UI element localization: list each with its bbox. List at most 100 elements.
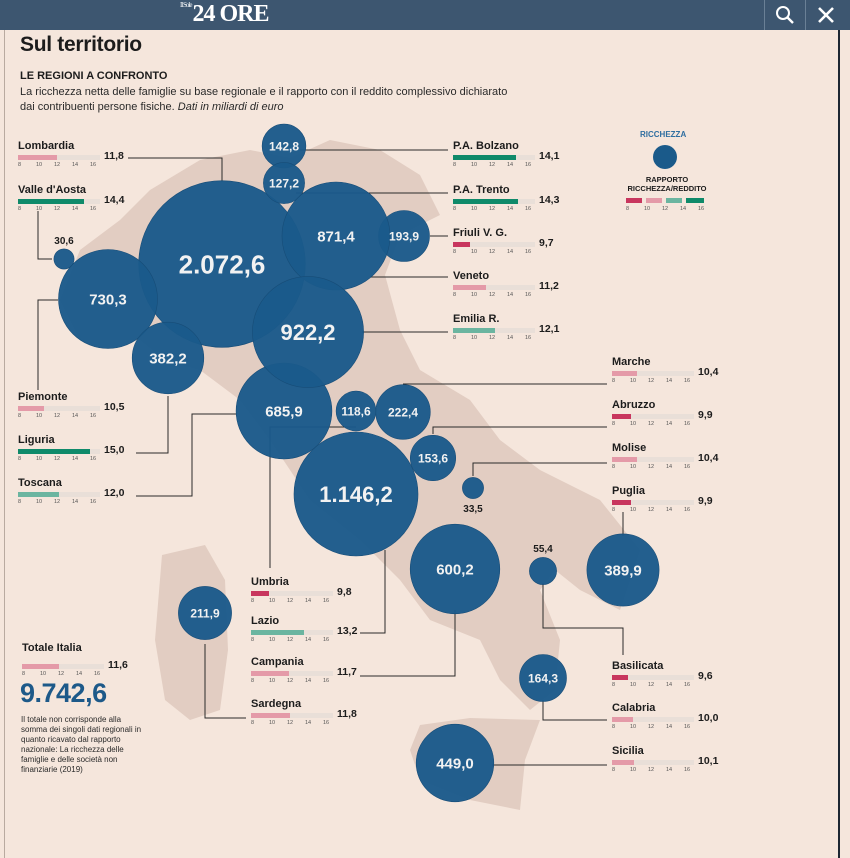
ratio-bar — [612, 500, 694, 505]
ratio-bar-fill — [612, 500, 632, 505]
leader-calabria — [542, 700, 607, 721]
ratio-value: 11,7 — [337, 666, 357, 678]
bubble-value-sardegna: 211,9 — [190, 606, 220, 620]
tick-label: 12 — [648, 767, 655, 773]
tick-label: 12 — [489, 335, 496, 341]
region-name: Umbria — [251, 576, 289, 588]
ratio-bar-fill — [251, 630, 305, 635]
legend-bubble — [653, 145, 677, 169]
tick-label: 16 — [90, 413, 97, 419]
tick-label: 8 — [612, 767, 616, 773]
tick-label: 14 — [666, 682, 673, 688]
frame-right — [838, 30, 840, 858]
bubble-value-veneto: 871,4 — [317, 228, 355, 245]
ratio-value: 12,0 — [104, 487, 125, 499]
tick-label: 16 — [94, 671, 101, 677]
frame-left — [4, 30, 5, 858]
region-name: Lombardia — [18, 140, 75, 152]
region-umbria: Umbria 8 10 12 14 16 9,8 — [251, 576, 386, 604]
ratio-value: 11,8 — [104, 150, 124, 162]
intro-italic: Dati in miliardi di euro — [177, 101, 284, 113]
legend-size-label: RICCHEZZA — [640, 130, 687, 139]
tick-label: 8 — [612, 724, 616, 730]
bubble-value-p-a-trento: 127,2 — [269, 176, 299, 190]
region-sicilia: Sicilia 8 10 12 14 16 10,1 — [612, 745, 747, 773]
ratio-bar-fill — [18, 492, 59, 497]
bubble-sicilia — [415, 723, 495, 803]
ratio-bar-fill — [453, 328, 496, 333]
region-veneto: Veneto 8 10 12 14 16 11,2 — [453, 270, 588, 298]
tick-label: 8 — [22, 671, 26, 677]
region-p-a-trento: P.A. Trento 8 10 12 14 16 14,3 — [453, 184, 588, 212]
bubble-value-p-a-bolzano: 142,8 — [269, 139, 299, 153]
tick-label: 8 — [251, 720, 255, 726]
section-subtitle: LE REGIONI A CONFRONTO — [20, 70, 168, 82]
tick-label: 12 — [54, 456, 61, 462]
tick-label: 12 — [58, 671, 65, 677]
tick-label: 12 — [54, 206, 61, 212]
tick-label: 12 — [648, 507, 655, 513]
legend-tick: 8 — [626, 206, 630, 212]
region-campania: Campania 8 10 12 14 16 11,7 — [251, 656, 386, 684]
ratio-bar-fill — [251, 671, 289, 676]
ratio-bar — [251, 630, 333, 635]
region-lazio: Lazio 8 10 12 14 16 13,2 — [251, 615, 386, 643]
tick-label: 16 — [323, 720, 330, 726]
tick-label: 14 — [72, 499, 79, 505]
search-button[interactable] — [764, 0, 805, 30]
bubble-value-lazio: 1.146,2 — [319, 482, 392, 507]
tick-label: 12 — [489, 162, 496, 168]
region-name: P.A. Bolzano — [453, 140, 519, 152]
ratio-value: 9,9 — [698, 495, 713, 507]
ratio-value: 10,5 — [104, 401, 125, 413]
tick-label: 14 — [507, 206, 514, 212]
tick-label: 16 — [684, 682, 691, 688]
tick-label: 8 — [453, 292, 457, 298]
site-logo[interactable]: Il Sole24 ORE — [180, 1, 270, 28]
tick-label: 14 — [666, 724, 673, 730]
region-name: Friuli V. G. — [453, 227, 507, 239]
total-value: 9.742,6 — [20, 678, 107, 708]
bubble-value-toscana: 685,9 — [265, 403, 303, 420]
tick-label: 16 — [684, 464, 691, 470]
bubble-umbria — [335, 390, 377, 432]
bubble-value-friuli-v-g: 193,9 — [389, 229, 419, 243]
tick-label: 16 — [90, 206, 97, 212]
legend-tick: 12 — [662, 206, 669, 212]
close-button[interactable] — [805, 0, 846, 30]
tick-label: 10 — [630, 507, 637, 513]
tick-label: 16 — [323, 678, 330, 684]
region-puglia: Puglia 8 10 12 14 16 9,9 — [612, 485, 747, 513]
tick-label: 10 — [269, 637, 276, 643]
ratio-value: 14,4 — [104, 194, 125, 206]
tick-label: 8 — [612, 378, 616, 384]
bubble-value-marche: 222,4 — [388, 405, 418, 419]
top-bar: Il Sole24 ORE — [0, 0, 850, 30]
bubble-puglia — [586, 533, 660, 607]
legend-ratio-label: RAPPORTO RICCHEZZA/REDDITO — [627, 175, 707, 193]
tick-label: 10 — [630, 464, 637, 470]
region-piemonte: Piemonte 8 10 12 14 16 10,5 — [18, 391, 153, 419]
region-name: Toscana — [18, 477, 62, 489]
ratio-bar — [612, 675, 694, 680]
tick-label: 10 — [471, 292, 478, 298]
search-icon — [776, 6, 794, 24]
tick-label: 16 — [684, 507, 691, 513]
tick-label: 10 — [471, 206, 478, 212]
tick-label: 10 — [630, 378, 637, 384]
tick-label: 14 — [666, 767, 673, 773]
tick-label: 8 — [612, 421, 616, 427]
bubble-sardegna — [178, 586, 232, 640]
region-name: Emilia R. — [453, 313, 500, 325]
tick-label: 16 — [684, 378, 691, 384]
tick-label: 16 — [90, 162, 97, 168]
intro-text: La ricchezza netta delle famiglie su bas… — [20, 85, 520, 115]
tick-label: 12 — [54, 499, 61, 505]
tick-label: 14 — [72, 162, 79, 168]
region-calabria: Calabria 8 10 12 14 16 10,0 — [612, 702, 747, 730]
tick-label: 8 — [453, 249, 457, 255]
bubble-value-campania: 600,2 — [436, 561, 474, 578]
leader-toscana — [136, 413, 236, 497]
ratio-bar — [18, 155, 100, 160]
